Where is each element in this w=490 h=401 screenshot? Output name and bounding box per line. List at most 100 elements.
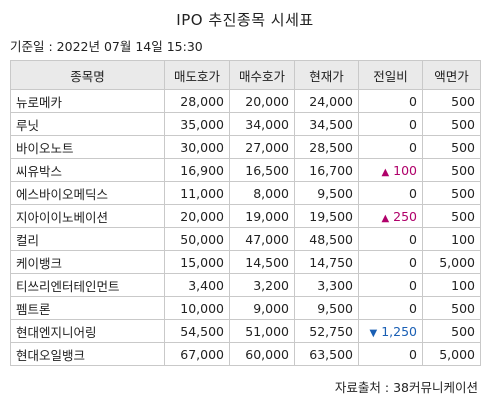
current-price: 24,000 [294, 89, 359, 113]
change-value: 0 [409, 300, 417, 316]
stock-name: 티쓰리엔터테인먼트 [10, 273, 165, 297]
change-cell: ▲ 100 [358, 158, 423, 182]
current-price: 52,750 [294, 319, 359, 343]
table-row: 펨트론 10,000 9,000 9,500 0 500 [10, 296, 481, 320]
table-row: 루닛 35,000 34,000 34,500 0 500 [10, 112, 481, 136]
ask-price: 16,900 [164, 158, 230, 182]
table-row: 컬리 50,000 47,000 48,500 0 100 [10, 227, 481, 251]
ask-price: 50,000 [164, 227, 230, 251]
stock-name: 지아이이노베이션 [10, 204, 165, 228]
par-value: 5,000 [422, 342, 481, 366]
triangle-up-icon: ▲ [381, 212, 390, 224]
change-cell: 0 [358, 181, 423, 205]
table-row: 지아이이노베이션 20,000 19,000 19,500 ▲ 250 500 [10, 204, 481, 228]
bid-price: 34,000 [229, 112, 295, 136]
bid-price: 20,000 [229, 89, 295, 113]
stock-name: 루닛 [10, 112, 165, 136]
change-value: 0 [409, 254, 417, 270]
change-value: 1,250 [381, 323, 417, 339]
par-value: 500 [422, 204, 481, 228]
ask-price: 3,400 [164, 273, 230, 297]
stock-name: 바이오노트 [10, 135, 165, 159]
bid-price: 60,000 [229, 342, 295, 366]
stock-name: 뉴로메카 [10, 89, 165, 113]
table-row: 뉴로메카 28,000 20,000 24,000 0 500 [10, 89, 481, 113]
change-value: 0 [409, 231, 417, 247]
change-cell: 0 [358, 342, 423, 366]
bid-price: 47,000 [229, 227, 295, 251]
stock-name: 에스바이오메딕스 [10, 181, 165, 205]
base-date: 기준일 : 2022년 07월 14일 15:30 [10, 39, 203, 54]
data-source: 자료출처 : 38커뮤니케이션 [334, 380, 478, 395]
change-cell: 0 [358, 273, 423, 297]
column-header-name: 종목명 [10, 60, 165, 90]
current-price: 16,700 [294, 158, 359, 182]
table-row: 바이오노트 30,000 27,000 28,500 0 500 [10, 135, 481, 159]
ask-price: 11,000 [164, 181, 230, 205]
ask-price: 20,000 [164, 204, 230, 228]
par-value: 500 [422, 135, 481, 159]
par-value: 500 [422, 112, 481, 136]
change-value: 250 [393, 208, 417, 224]
table-row: 현대엔지니어링 54,500 51,000 52,750 ▼ 1,250 500 [10, 319, 481, 343]
par-value: 500 [422, 158, 481, 182]
par-value: 500 [422, 89, 481, 113]
current-price: 48,500 [294, 227, 359, 251]
change-value: 100 [393, 162, 417, 178]
current-price: 34,500 [294, 112, 359, 136]
change-cell: 0 [358, 135, 423, 159]
current-price: 19,500 [294, 204, 359, 228]
column-header-par: 액면가 [422, 60, 481, 90]
change-cell: 0 [358, 89, 423, 113]
ask-price: 30,000 [164, 135, 230, 159]
ask-price: 54,500 [164, 319, 230, 343]
change-cell: 0 [358, 296, 423, 320]
stock-name: 케이뱅크 [10, 250, 165, 274]
stock-name: 현대오일뱅크 [10, 342, 165, 366]
ipo-price-table: 종목명 매도호가 매수호가 현재가 전일비 액면가 뉴로메카 28,000 20,0… [10, 60, 481, 366]
change-cell: 0 [358, 227, 423, 251]
column-header-price: 현재가 [294, 60, 359, 90]
change-value: 0 [409, 139, 417, 155]
change-cell: ▼ 1,250 [358, 319, 423, 343]
par-value: 5,000 [422, 250, 481, 274]
ask-price: 10,000 [164, 296, 230, 320]
bid-price: 27,000 [229, 135, 295, 159]
table-row: 에스바이오메딕스 11,000 8,000 9,500 0 500 [10, 181, 481, 205]
column-header-ask: 매도호가 [164, 60, 230, 90]
current-price: 14,750 [294, 250, 359, 274]
change-value: 0 [409, 346, 417, 362]
change-value: 0 [409, 277, 417, 293]
table-row: 티쓰리엔터테인먼트 3,400 3,200 3,300 0 100 [10, 273, 481, 297]
bid-price: 19,000 [229, 204, 295, 228]
table-row: 케이뱅크 15,000 14,500 14,750 0 5,000 [10, 250, 481, 274]
current-price: 3,300 [294, 273, 359, 297]
column-header-bid: 매수호가 [229, 60, 295, 90]
current-price: 9,500 [294, 296, 359, 320]
par-value: 500 [422, 296, 481, 320]
current-price: 28,500 [294, 135, 359, 159]
par-value: 100 [422, 227, 481, 251]
current-price: 63,500 [294, 342, 359, 366]
stock-name: 현대엔지니어링 [10, 319, 165, 343]
triangle-down-icon: ▼ [369, 327, 378, 339]
par-value: 500 [422, 319, 481, 343]
change-cell: ▲ 250 [358, 204, 423, 228]
par-value: 100 [422, 273, 481, 297]
table-header-row: 종목명 매도호가 매수호가 현재가 전일비 액면가 [10, 60, 481, 90]
page-title: IPO 추진종목 시세표 [176, 11, 314, 29]
triangle-up-icon: ▲ [381, 166, 390, 178]
table-row: 현대오일뱅크 67,000 60,000 63,500 0 5,000 [10, 342, 481, 366]
bid-price: 8,000 [229, 181, 295, 205]
stock-name: 컬리 [10, 227, 165, 251]
change-value: 0 [409, 185, 417, 201]
par-value: 500 [422, 181, 481, 205]
ask-price: 15,000 [164, 250, 230, 274]
change-cell: 0 [358, 112, 423, 136]
bid-price: 9,000 [229, 296, 295, 320]
ask-price: 35,000 [164, 112, 230, 136]
bid-price: 16,500 [229, 158, 295, 182]
bid-price: 3,200 [229, 273, 295, 297]
stock-name: 씨유박스 [10, 158, 165, 182]
change-cell: 0 [358, 250, 423, 274]
